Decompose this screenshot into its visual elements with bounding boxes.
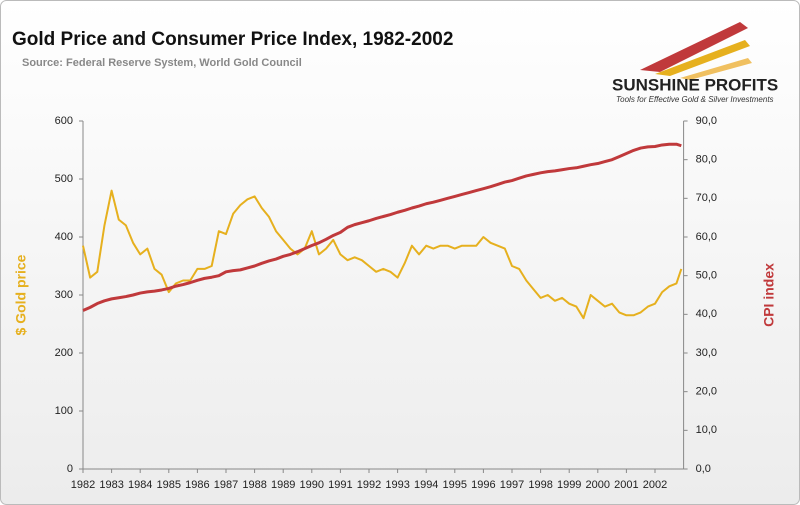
logo-ray <box>640 22 748 72</box>
y-tick-label: 100 <box>55 405 73 417</box>
x-tick-label: 1990 <box>300 479 324 491</box>
y-tick-label: 600 <box>55 115 73 127</box>
y2-tick-label: 70,0 <box>696 192 717 204</box>
y-tick-label: 400 <box>55 231 73 243</box>
brand: SUNSHINE PROFITS <box>612 75 778 94</box>
y2-tick-label: 90,0 <box>696 115 717 127</box>
chart-title: Gold Price and Consumer Price Index, 198… <box>12 29 453 50</box>
x-tick-label: 1987 <box>214 479 238 491</box>
x-tick-label: 1989 <box>271 479 295 491</box>
x-tick-label: 1995 <box>443 479 467 491</box>
x-tick-label: 1984 <box>128 479 152 491</box>
chart-subtitle: Source: Federal Reserve System, World Go… <box>22 57 302 69</box>
x-tick-label: 1985 <box>157 479 181 491</box>
x-tick-label: 1993 <box>385 479 409 491</box>
x-tick-label: 1982 <box>71 479 95 491</box>
x-tick-label: 1986 <box>185 479 209 491</box>
y2-tick-label: 10,0 <box>696 424 717 436</box>
y2-tick-label: 80,0 <box>696 154 717 166</box>
y2-tick-label: 60,0 <box>696 231 717 243</box>
y2-axis-label: CPI index <box>761 263 777 327</box>
y2-tick-label: 20,0 <box>696 386 717 398</box>
y2-tick-label: 0,0 <box>696 463 711 475</box>
series-line <box>82 189 683 320</box>
x-tick-label: 2000 <box>586 479 610 491</box>
logo-ray <box>680 58 752 80</box>
series-line <box>82 142 682 312</box>
x-tick-label: 1996 <box>471 479 495 491</box>
y2-tick-label: 40,0 <box>696 308 717 320</box>
x-tick-label: 1994 <box>414 479 438 491</box>
x-tick-label: 1998 <box>528 479 552 491</box>
x-tick-label: 2001 <box>614 479 638 491</box>
x-tick-label: 1997 <box>500 479 524 491</box>
y-tick-label: 300 <box>55 289 73 301</box>
y-tick-label: 0 <box>67 463 73 475</box>
logo: SUNSHINE PROFITS Tools for Effective Gol… <box>612 22 778 104</box>
y2-tick-label: 30,0 <box>696 347 717 359</box>
tagline: Tools for Effective Gold & Silver Invest… <box>616 95 774 104</box>
y2-tick-label: 50,0 <box>696 270 717 282</box>
y-tick-label: 200 <box>55 347 73 359</box>
x-tick-label: 1988 <box>242 479 266 491</box>
x-tick-label: 1999 <box>557 479 581 491</box>
x-tick-label: 1992 <box>357 479 381 491</box>
x-tick-label: 1983 <box>99 479 123 491</box>
y-tick-label: 500 <box>55 173 73 185</box>
x-tick-label: 1991 <box>328 479 352 491</box>
y-axis-label: $ Gold price <box>13 254 29 335</box>
x-tick-label: 2002 <box>643 479 667 491</box>
logo-ray <box>655 40 750 76</box>
